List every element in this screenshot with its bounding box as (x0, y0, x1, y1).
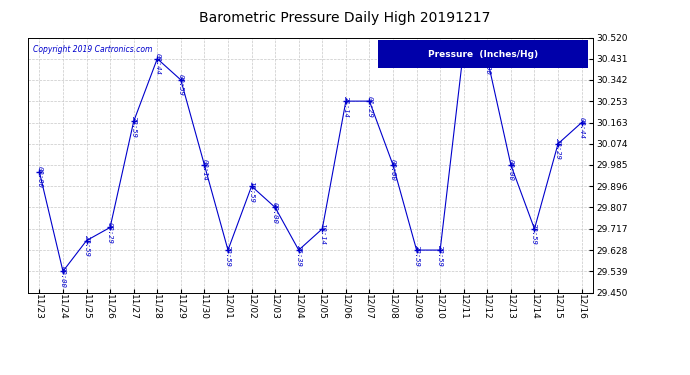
Text: 25:39: 25:39 (296, 244, 302, 266)
Text: 08:44: 08:44 (579, 117, 584, 139)
Text: 22:59: 22:59 (531, 224, 538, 245)
Text: 22:59: 22:59 (437, 244, 443, 266)
Text: 22:29: 22:29 (555, 138, 561, 160)
Text: 10:14: 10:14 (319, 224, 325, 245)
Text: 21:14: 21:14 (343, 96, 349, 117)
Text: 00:00: 00:00 (508, 159, 514, 182)
Text: 00:00: 00:00 (272, 202, 278, 224)
Text: 22:59: 22:59 (413, 244, 420, 266)
Text: 22:59: 22:59 (83, 235, 90, 257)
Text: Copyright 2019 Cartronics.com: Copyright 2019 Cartronics.com (33, 45, 152, 54)
Text: 00:59: 00:59 (178, 74, 184, 96)
Text: 16:59: 16:59 (248, 181, 255, 203)
Text: 22:59: 22:59 (225, 244, 231, 266)
Text: 00:00: 00:00 (484, 53, 491, 75)
Text: 00:14: 00:14 (201, 159, 208, 182)
Text: 00:00: 00:00 (390, 159, 396, 182)
Text: 22:59: 22:59 (130, 116, 137, 138)
Text: 00:00: 00:00 (60, 266, 66, 288)
Text: 17:44: 17:44 (461, 43, 466, 64)
Text: 00:00: 00:00 (37, 166, 42, 188)
Text: 08:29: 08:29 (107, 222, 113, 244)
Text: Barometric Pressure Daily High 20191217: Barometric Pressure Daily High 20191217 (199, 11, 491, 25)
Text: 09:44: 09:44 (155, 53, 160, 75)
Text: 01:29: 01:29 (366, 96, 373, 117)
